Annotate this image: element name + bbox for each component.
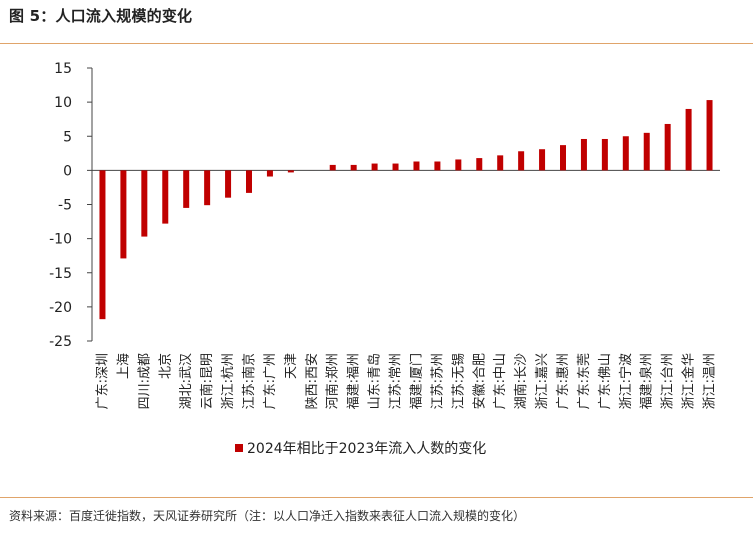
x-category-label: 福建:福州 <box>347 353 362 409</box>
bar <box>287 170 294 173</box>
bar <box>371 163 378 171</box>
source-note: 资料来源：百度迁徙指数，天风证券研究所（注：以人口净迁入指数来表征人口流入规模的… <box>9 509 526 523</box>
x-category-label: 广东:广州 <box>263 353 278 409</box>
bar <box>539 149 546 171</box>
y-tick-label: -15 <box>49 266 72 282</box>
bar <box>455 159 462 171</box>
x-category-label: 浙江:金华 <box>681 353 697 409</box>
bar <box>329 164 336 171</box>
x-category-label: 福建:厦门 <box>409 353 424 409</box>
bar <box>162 170 169 224</box>
x-category-label: 天津 <box>284 353 299 379</box>
x-category-label: 陕西:西安 <box>305 353 320 409</box>
bar <box>580 138 587 171</box>
y-tick-label: 15 <box>54 61 72 77</box>
x-category-label: 广东:中山 <box>493 353 508 409</box>
x-category-label: 江苏:无锡 <box>450 353 466 409</box>
x-category-label: 四川:成都 <box>137 353 152 409</box>
legend-swatch <box>235 444 243 452</box>
x-category-label: 江苏:南京 <box>241 353 257 409</box>
x-category-label: 安徽:合肥 <box>472 353 487 409</box>
bar <box>560 145 566 171</box>
bar <box>183 170 190 208</box>
legend: 2024年相比于2023年流入人数的变化 <box>235 441 486 457</box>
bar <box>266 170 273 177</box>
bar-chart: 15 10 5 0 -5 -10 -15 -20 -25 广东:深圳 上海 四川:成都 北京 湖北:武汉… <box>49 61 720 457</box>
y-tick-label: 5 <box>63 129 72 145</box>
legend-label: 2024年相比于2023年流入人数的变化 <box>247 441 486 457</box>
x-category-label: 浙江:宁波 <box>618 353 634 409</box>
bar <box>350 164 357 171</box>
bar <box>664 123 671 171</box>
y-tick-label: -20 <box>49 300 72 316</box>
y-tick-label: 0 <box>63 163 72 179</box>
x-axis-labels: 广东:深圳 上海 四川:成都 北京 湖北:武汉 云南:昆明 浙江:杭州 江苏:南京 广东:广州天… <box>95 353 717 409</box>
bar <box>392 163 399 171</box>
bars <box>99 100 713 320</box>
bar <box>141 170 148 237</box>
bar <box>476 158 483 171</box>
top-divider <box>0 43 753 44</box>
figure-title: 图 5：人口流入规模的变化 <box>9 7 193 25</box>
y-tick-label: -10 <box>49 232 72 248</box>
x-category-label: 广东:东莞 <box>577 353 592 409</box>
bar <box>204 170 211 206</box>
bar <box>225 170 232 198</box>
y-tick-label: 10 <box>54 95 72 111</box>
x-category-label: 山东:青岛 <box>367 353 383 409</box>
x-category-label: 上海 <box>116 353 131 379</box>
x-category-label: 云南:昆明 <box>199 353 215 409</box>
bar <box>413 161 420 171</box>
bar <box>518 151 525 171</box>
bar <box>706 100 713 171</box>
bar <box>643 132 650 171</box>
bar <box>601 138 608 171</box>
bottom-divider <box>0 497 753 498</box>
x-category-label: 浙江:台州 <box>661 353 676 409</box>
bar <box>120 170 127 259</box>
bar <box>246 170 252 193</box>
x-category-label: 广东:佛山 <box>598 353 613 409</box>
bar <box>99 170 106 320</box>
x-category-label: 北京 <box>158 353 173 379</box>
y-tick-label: -5 <box>58 198 72 214</box>
x-category-label: 浙江:杭州 <box>221 353 236 409</box>
y-axis: 15 10 5 0 -5 -10 -15 -20 -25 <box>49 61 720 350</box>
bar <box>685 108 692 171</box>
x-category-label: 广东:惠州 <box>556 353 571 409</box>
y-tick-label: -25 <box>49 334 72 350</box>
x-category-label: 浙江:嘉兴 <box>535 353 550 409</box>
x-category-label: 浙江:温州 <box>703 353 718 409</box>
bar <box>622 136 629 171</box>
x-category-label: 江苏:苏州 <box>429 353 445 409</box>
x-category-label: 湖南:长沙 <box>513 353 529 409</box>
x-category-label: 广东:深圳 <box>95 353 110 409</box>
bar <box>434 161 441 171</box>
x-category-label: 福建:泉州 <box>639 353 655 409</box>
bar <box>497 155 504 171</box>
x-category-label: 江苏:常州 <box>388 353 404 409</box>
x-category-label: 河南:郑州 <box>325 353 341 409</box>
x-category-label: 湖北:武汉 <box>179 353 194 409</box>
